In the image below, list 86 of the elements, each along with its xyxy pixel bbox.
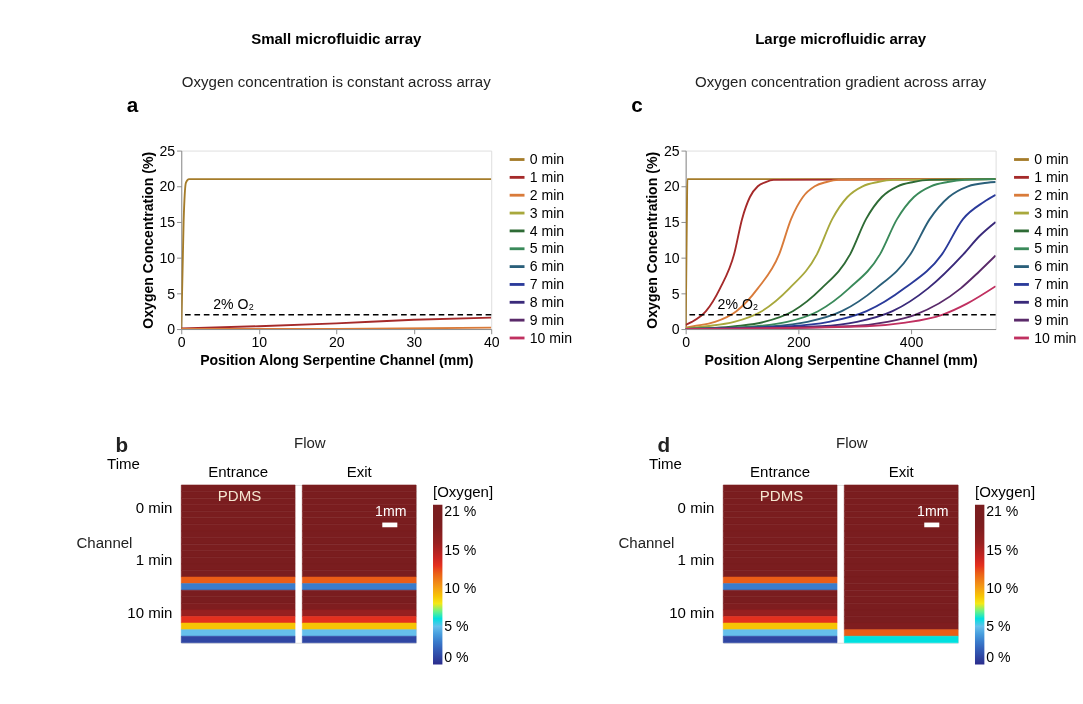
- text: d: [657, 433, 671, 457]
- y-tick-label: 1 min: [677, 551, 715, 569]
- x-tick-label: 20: [328, 334, 345, 351]
- color-bar-label: 15 %: [986, 542, 1019, 559]
- color-bar-label: 10 %: [444, 580, 477, 597]
- legend-label: 10 min: [529, 329, 573, 346]
- x-tick-label: Entrance: [750, 463, 811, 480]
- legend-label: 8 min: [529, 293, 565, 310]
- y-tick-label: 1 min: [135, 551, 173, 569]
- legend-label: 2 min: [529, 186, 565, 203]
- legend-label: 10 min: [1034, 329, 1077, 346]
- text: c: [631, 93, 643, 117]
- legend-label: 3 min: [1034, 204, 1069, 221]
- y-tick-label: 15: [159, 214, 176, 231]
- text: Flow: [294, 434, 326, 452]
- color-bar-title: [Oxygen]: [974, 483, 1036, 501]
- text: Channel: [618, 533, 675, 551]
- text: Flow: [835, 434, 868, 452]
- text: Channel: [76, 533, 133, 551]
- legend-label: 4 min: [529, 222, 565, 239]
- annotation: PDMS: [217, 486, 262, 504]
- x-tick-label: 400: [899, 334, 924, 351]
- x-axis-title: Position Along Serpentine Channel (mm): [200, 352, 474, 369]
- y-tick-label: 0 min: [135, 498, 173, 516]
- y-tick-label: 0: [671, 321, 680, 338]
- color-bar-label: 15 %: [444, 542, 477, 559]
- color-bar-label: 21 %: [444, 502, 477, 519]
- legend-label: 7 min: [529, 276, 565, 293]
- legend-label: 4 min: [1034, 222, 1069, 239]
- chart-title: Large microfluidic array: [755, 29, 927, 47]
- x-tick-label: Exit: [346, 463, 373, 480]
- legend-label: 0 min: [529, 151, 565, 168]
- x-tick-label: 40: [483, 334, 500, 351]
- legend-label: 7 min: [1034, 276, 1069, 293]
- chart-subtitle: Oxygen concentration is constant across array: [181, 72, 492, 90]
- y-tick-label: 20: [663, 178, 680, 195]
- legend-label: 1 min: [529, 169, 565, 186]
- y-axis-title: Time: [107, 455, 140, 473]
- y-axis-title: Oxygen Concentration (%): [139, 151, 156, 329]
- x-tick-label: 200: [787, 334, 811, 351]
- legend-label: 1 min: [1034, 169, 1069, 186]
- legend-label: 6 min: [1034, 258, 1069, 275]
- y-tick-label: 5: [671, 285, 680, 302]
- ref-line-label: 2% O₂: [717, 296, 759, 313]
- legend-label: 2 min: [1034, 186, 1069, 203]
- x-tick-label: 30: [406, 334, 423, 351]
- legend-label: 9 min: [529, 311, 565, 328]
- color-bar-title: [Oxygen]: [433, 483, 494, 501]
- annotation: 1mm: [917, 502, 949, 519]
- color-bar-label: 5 %: [444, 618, 470, 635]
- chart-title: Small microfluidic array: [251, 29, 423, 47]
- y-tick-label: 20: [159, 178, 176, 195]
- x-tick-label: Entrance: [208, 463, 269, 480]
- legend-label: 3 min: [529, 204, 565, 221]
- color-bar-label: 0 %: [444, 648, 470, 665]
- annotation: 1mm: [375, 502, 407, 519]
- legend-label: 5 min: [1034, 240, 1069, 257]
- y-tick-label: 0: [167, 321, 176, 338]
- legend-label: 9 min: [1034, 311, 1069, 328]
- ref-line-label: 2% O₂: [213, 296, 254, 313]
- legend-label: 0 min: [1034, 151, 1069, 168]
- x-axis-title: Position Along Serpentine Channel (mm): [704, 352, 978, 369]
- y-tick-label: 15: [663, 214, 680, 231]
- x-tick-label: 10: [251, 334, 268, 351]
- chart-subtitle: Oxygen concentration gradient across array: [695, 72, 987, 90]
- color-bar-label: 21 %: [986, 502, 1019, 519]
- y-axis-title: Time: [649, 455, 682, 473]
- text: a: [126, 93, 139, 117]
- text: b: [115, 433, 129, 457]
- y-tick-label: 10 min: [669, 603, 715, 621]
- y-tick-label: 5: [167, 285, 176, 302]
- y-tick-label: 10: [159, 249, 176, 266]
- x-tick-label: Exit: [888, 463, 915, 480]
- legend-label: 5 min: [529, 240, 565, 257]
- y-tick-label: 10 min: [127, 603, 173, 621]
- color-bar-label: 5 %: [986, 618, 1011, 635]
- color-bar-label: 0 %: [986, 648, 1011, 665]
- legend-label: 6 min: [529, 258, 565, 275]
- y-tick-label: 25: [663, 142, 680, 159]
- y-tick-label: 25: [159, 142, 176, 159]
- y-tick-label: 0 min: [677, 498, 715, 516]
- annotation: PDMS: [759, 486, 804, 504]
- y-axis-title: Oxygen Concentration (%): [644, 151, 661, 329]
- color-bar-label: 10 %: [986, 580, 1019, 597]
- y-tick-label: 10: [663, 249, 680, 266]
- legend-label: 8 min: [1034, 293, 1069, 310]
